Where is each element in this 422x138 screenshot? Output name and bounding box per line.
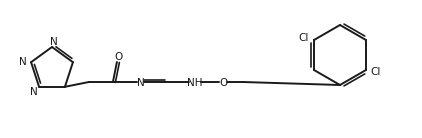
Text: N: N: [19, 57, 27, 67]
Text: NH: NH: [187, 78, 203, 88]
Text: N: N: [137, 78, 145, 88]
Text: Cl: Cl: [371, 67, 381, 77]
Text: N: N: [50, 37, 58, 47]
Text: O: O: [115, 52, 123, 62]
Text: Cl: Cl: [299, 33, 309, 43]
Text: N: N: [30, 87, 38, 97]
Text: O: O: [220, 78, 228, 88]
